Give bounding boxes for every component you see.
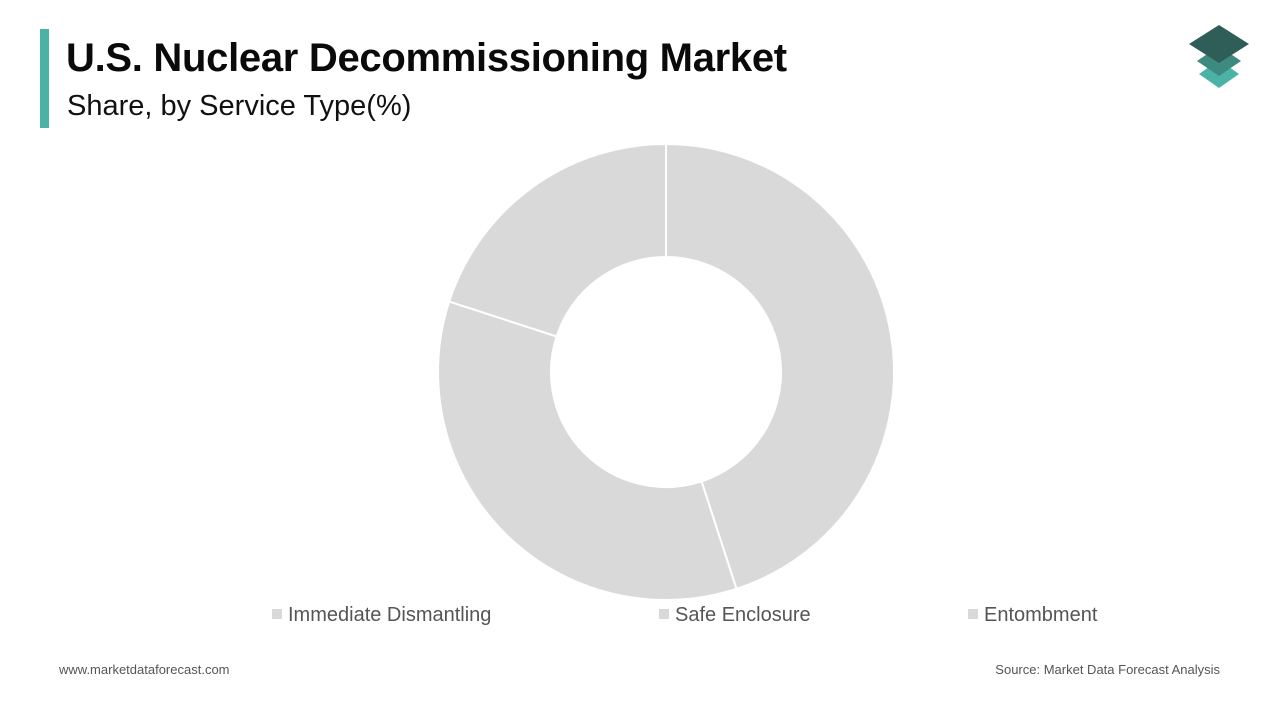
footer-website: www.marketdataforecast.com <box>59 662 230 677</box>
title-accent-bar <box>40 29 49 128</box>
chart-subtitle: Share, by Service Type(%) <box>67 90 412 122</box>
stacked-layers-icon <box>1189 25 1249 88</box>
legend-label-immediate-dismantling: Immediate Dismantling <box>288 604 491 626</box>
legend-swatch-immediate-dismantling <box>272 609 282 619</box>
legend-swatch-entombment <box>968 609 978 619</box>
legend-swatch-safe-enclosure <box>659 609 669 619</box>
legend-label-entombment: Entombment <box>984 604 1098 626</box>
chart-title: U.S. Nuclear Decommissioning Market <box>66 36 787 80</box>
donut-slice-safe-enclosure <box>437 300 738 601</box>
chart-legend: Immediate Dismantling Safe Enclosure Entom… <box>272 604 1098 626</box>
legend-label-safe-enclosure: Safe Enclosure <box>675 604 811 626</box>
donut-slice-entombment <box>447 142 667 338</box>
donut-slices <box>437 142 895 601</box>
footer-source: Source: Market Data Forecast Analysis <box>995 662 1220 677</box>
donut-slice-immediate-dismantling <box>665 142 895 591</box>
